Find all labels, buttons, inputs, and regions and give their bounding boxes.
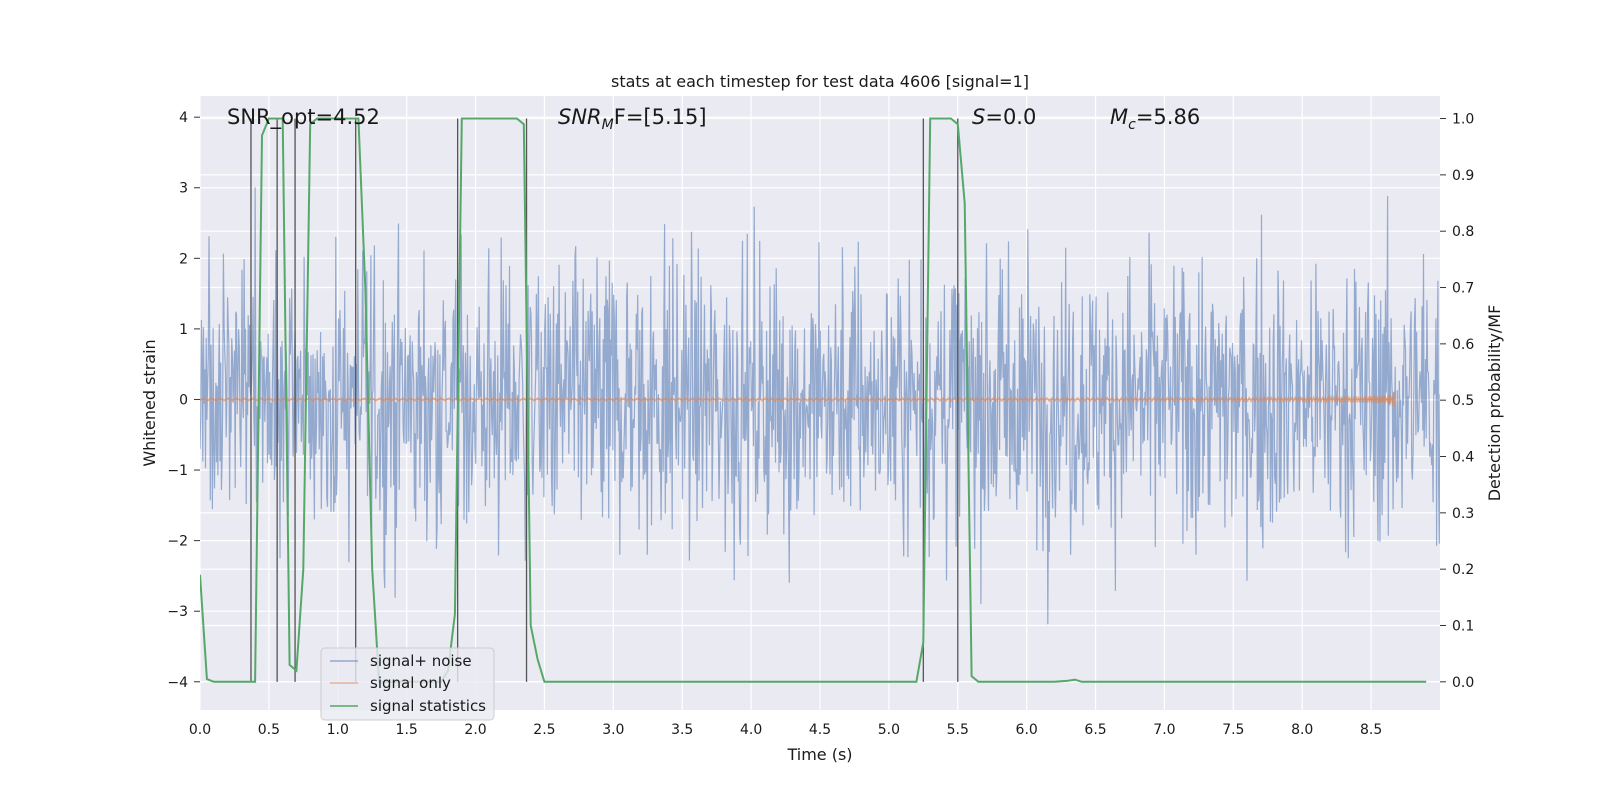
- x-axis-ticks: 0.0 0.5 1.0 1.5 2.0 2.5 3.0 3.5 4.0 4.5 5.0 5.5 6.0 6…: [189, 722, 1382, 738]
- chart-title: stats at each timestep for test data 460…: [611, 72, 1029, 91]
- mc-subscript: c: [1128, 117, 1136, 133]
- s-annotation: S=0.0: [972, 105, 1036, 129]
- y-right-tick-label: 0.4: [1452, 450, 1474, 466]
- y-left-tick-label: 1: [179, 322, 188, 338]
- y-left-tick-label: −1: [167, 463, 188, 479]
- x-tick-label: 3.5: [671, 722, 693, 738]
- x-axis-label: Time (s): [786, 745, 852, 764]
- x-tick-label: 8.5: [1360, 722, 1382, 738]
- mc-value: =5.86: [1136, 105, 1200, 129]
- y-left-tick-label: 4: [179, 110, 188, 126]
- snr-mf-value: F=[5.15]: [614, 105, 707, 129]
- legend-label-signal-statistics: signal statistics: [370, 697, 486, 715]
- y-right-axis-label: Detection probability/MF: [1485, 305, 1504, 502]
- x-tick-label: 5.5: [947, 722, 969, 738]
- y-left-tick-label: −2: [167, 534, 188, 550]
- s-label: S: [972, 105, 985, 129]
- x-tick-label: 7.5: [1222, 722, 1244, 738]
- legend: signal+ noise signal only signal statist…: [320, 647, 495, 721]
- snr-opt-annotation: SNR_opt=4.52: [227, 105, 380, 130]
- y-right-tick-label: 0.2: [1452, 562, 1474, 578]
- x-tick-label: 2.0: [464, 722, 486, 738]
- signal-noise-line: [200, 187, 1440, 625]
- signal-only-line: [200, 391, 1395, 408]
- y-left-tick-label: −3: [167, 604, 188, 620]
- y-left-tick-label: 0: [179, 392, 188, 408]
- x-tick-label: 1.5: [396, 722, 418, 738]
- s-value: =0.0: [985, 105, 1036, 129]
- y-left-axis-label: Whitened strain: [140, 339, 159, 466]
- x-tick-label: 8.0: [1291, 722, 1313, 738]
- legend-label-signal-noise: signal+ noise: [370, 652, 472, 670]
- y-right-tick-label: 0.1: [1452, 619, 1474, 635]
- y-right-tick-label: 0.9: [1452, 168, 1474, 184]
- y-right-tick-label: 0.7: [1452, 281, 1474, 297]
- y-right-tick-label: 0.8: [1452, 224, 1474, 240]
- x-tick-label: 7.0: [1153, 722, 1175, 738]
- y-right-axis-ticks: 0.0 0.1 0.2 0.3 0.4 0.5 0.6 0.7 0.8 0.9 1.0: [1440, 112, 1474, 691]
- legend-box: [320, 647, 495, 721]
- signal-statistics-line: [200, 117, 1427, 683]
- y-right-tick-label: 0.6: [1452, 337, 1474, 353]
- y-right-tick-label: 0.5: [1452, 393, 1474, 409]
- y-left-tick-label: 2: [179, 251, 188, 267]
- x-tick-label: 5.0: [878, 722, 900, 738]
- y-right-tick-label: 0.0: [1452, 675, 1474, 691]
- mc-annotation: Mc=5.86: [1110, 105, 1200, 133]
- mc-label: M: [1110, 105, 1128, 129]
- snr-mf-annotation: SNRMF=[5.15]: [558, 105, 707, 133]
- x-tick-label: 4.0: [740, 722, 762, 738]
- x-tick-label: 6.0: [1016, 722, 1038, 738]
- x-tick-label: 4.5: [809, 722, 831, 738]
- y-right-tick-label: 1.0: [1452, 112, 1474, 128]
- snr-mf-label: SNR: [558, 105, 602, 129]
- legend-label-signal-only: signal only: [370, 674, 451, 692]
- y-left-tick-label: 3: [179, 181, 188, 197]
- x-tick-label: 1.0: [327, 722, 349, 738]
- x-tick-label: 3.0: [602, 722, 624, 738]
- y-right-tick-label: 0.3: [1452, 506, 1474, 522]
- x-tick-label: 0.5: [258, 722, 280, 738]
- x-tick-label: 0.0: [189, 722, 211, 738]
- y-left-axis-ticks: −4 −3 −2 −1 0 1 2 3 4: [167, 110, 200, 691]
- x-tick-label: 6.5: [1084, 722, 1106, 738]
- snr-mf-subscript: M: [602, 117, 614, 133]
- x-tick-label: 2.5: [533, 722, 555, 738]
- y-left-tick-label: −4: [167, 675, 188, 691]
